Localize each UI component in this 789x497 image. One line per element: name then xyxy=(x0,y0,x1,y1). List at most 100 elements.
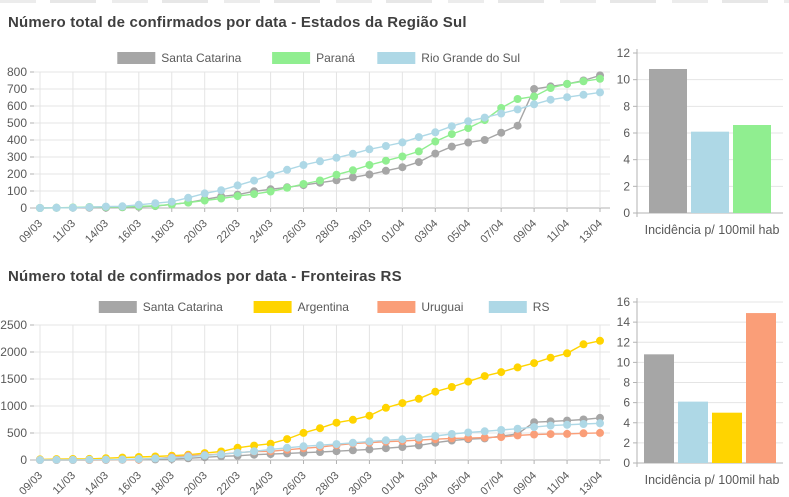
data-point xyxy=(332,440,341,449)
y-tick-label: 14 xyxy=(617,315,631,329)
data-point xyxy=(431,149,440,158)
data-point xyxy=(365,437,374,446)
x-tick-label: 01/04 xyxy=(380,218,408,246)
data-point xyxy=(414,133,423,142)
data-point xyxy=(299,180,308,188)
x-tick-label: 26/03 xyxy=(281,470,309,497)
x-tick-label: 24/03 xyxy=(248,470,276,497)
data-point xyxy=(68,203,77,212)
data-point xyxy=(414,394,423,403)
series xyxy=(36,336,604,464)
data-point xyxy=(497,109,506,118)
data-point xyxy=(530,100,539,109)
x-tick-label: 09/04 xyxy=(511,470,539,497)
data-point xyxy=(513,95,522,103)
x-tick-label: 01/04 xyxy=(380,470,408,497)
data-point xyxy=(316,176,324,185)
data-point xyxy=(36,456,44,464)
x-tick-label: 22/03 xyxy=(215,470,243,497)
data-point xyxy=(250,447,259,456)
legend: Santa Catarina Paraná Rio Grande do Sul xyxy=(117,51,520,65)
data-point xyxy=(348,415,357,424)
data-point xyxy=(414,147,423,156)
x-tick-label: 20/03 xyxy=(182,470,210,497)
data-point xyxy=(398,399,407,408)
y-tick-label: 10 xyxy=(617,355,631,369)
data-point xyxy=(299,442,308,451)
data-point xyxy=(381,436,390,445)
x-tick-label: 11/03 xyxy=(51,470,78,497)
bar-argentina xyxy=(712,412,742,463)
data-point xyxy=(266,439,275,448)
data-point xyxy=(414,433,423,442)
y-tick-label: 600 xyxy=(7,99,27,113)
data-point xyxy=(563,349,572,358)
x-tick-label: 13/04 xyxy=(577,470,605,497)
y-tick-label: 4 xyxy=(623,153,630,167)
legend-swatch xyxy=(272,52,311,64)
data-point xyxy=(480,427,489,436)
y-tick-label: 1500 xyxy=(0,372,27,386)
data-point xyxy=(596,419,604,428)
data-point xyxy=(348,173,357,182)
data-point xyxy=(398,152,407,161)
legend-swatch xyxy=(377,52,416,64)
data-point xyxy=(546,353,555,362)
data-point xyxy=(579,429,588,438)
axes: 0 500 1000 1500 2000 2500 09/03 11/03 14/03 16/03… xyxy=(0,318,605,497)
data-point xyxy=(480,113,489,122)
data-point xyxy=(398,443,407,451)
data-point xyxy=(250,441,259,450)
data-point xyxy=(398,138,407,147)
data-point xyxy=(118,455,127,464)
axes: 0 2 4 6 8 10 12 14 16 xyxy=(617,295,638,470)
series-rs xyxy=(36,419,604,464)
data-point xyxy=(447,130,456,139)
x-tick-label: 28/03 xyxy=(314,218,342,246)
y-tick-label: 0 xyxy=(623,456,630,470)
y-tick-label: 200 xyxy=(7,167,27,181)
y-tick-label: 0 xyxy=(20,201,27,215)
line-chart-fronteiras-rs: 0 500 1000 1500 2000 2500 09/03 11/03 14/03 16/03… xyxy=(0,300,610,497)
data-point xyxy=(431,387,440,396)
data-point xyxy=(513,424,522,433)
gridlines xyxy=(34,324,610,461)
legend-label: Argentina xyxy=(298,300,350,314)
legend-item-argentina: Argentina xyxy=(253,300,350,314)
series-rio-grande-do-sul xyxy=(36,88,604,212)
gridlines xyxy=(34,71,610,209)
data-point xyxy=(563,79,572,88)
data-point xyxy=(579,77,588,86)
legend-swatch xyxy=(117,52,156,64)
data-point xyxy=(530,359,539,368)
y-tick-label: 12 xyxy=(617,335,631,349)
data-point xyxy=(579,340,588,349)
data-point xyxy=(151,199,160,208)
data-point xyxy=(85,455,94,464)
data-point xyxy=(134,455,143,463)
x-tick-label: 13/04 xyxy=(577,218,605,246)
data-point xyxy=(563,420,572,429)
data-point xyxy=(497,433,506,442)
data-point xyxy=(68,455,77,464)
data-point xyxy=(414,158,423,167)
data-point xyxy=(546,421,555,430)
data-point xyxy=(118,202,127,211)
data-point xyxy=(316,441,324,450)
y-tick-label: 8 xyxy=(623,376,630,390)
legend-item-rio-grande-do-sul: Rio Grande do Sul xyxy=(377,51,520,65)
data-point xyxy=(283,435,292,444)
x-tick-label: 05/04 xyxy=(445,470,473,497)
bar-chart-xlabel: Incidência p/ 100mil hab xyxy=(645,473,780,487)
data-point xyxy=(52,455,61,464)
x-tick-label: 09/03 xyxy=(17,218,45,246)
y-tick-label: 10 xyxy=(617,73,631,87)
data-point xyxy=(596,88,604,97)
data-point xyxy=(546,84,555,92)
data-point xyxy=(365,145,374,154)
legend-label: Santa Catarina xyxy=(161,51,241,65)
data-point xyxy=(497,104,506,112)
y-tick-label: 6 xyxy=(623,396,630,410)
data-point xyxy=(513,363,522,372)
bar-rio-grande-do-sul xyxy=(691,131,729,213)
